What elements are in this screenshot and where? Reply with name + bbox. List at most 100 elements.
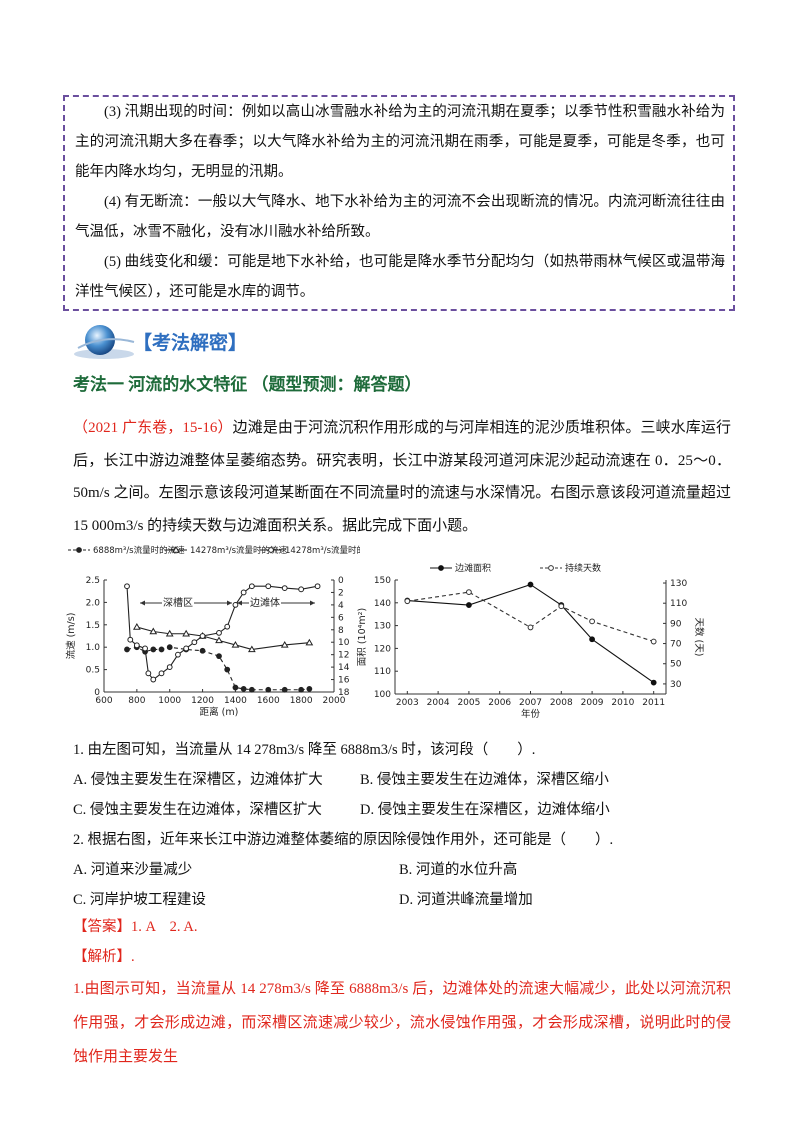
y2-tick-label: 50 [670,660,682,670]
figure-left: 600 800 1000 1200 1400 1600 1800 2000 0 0.5 1.0 1.5… [65,545,360,718]
marker [466,602,472,608]
y-tick-label: 110 [374,667,391,677]
y2-tick-label: 2 [338,588,344,598]
marker [150,646,157,653]
option: C. 河岸护坡工程建设 [73,892,206,908]
x-tick-label: 2011 [642,698,665,708]
paragraph: (5) 曲线变化和缓：可能是地下水补给，也可能是降水季节分配均匀（如热带雨林气候… [75,254,725,300]
section-title: 【考法解密】 [133,333,248,354]
x-axis-title: 年份 [521,708,541,720]
marker [248,686,255,693]
annotation: 边滩体 [250,596,280,609]
x-tick-label: 2005 [457,698,480,708]
x-tick-label: 2006 [488,698,511,708]
y-tick-label: 150 [374,576,391,586]
y-axis-title: 流速 (m/s) [65,613,77,660]
note-text: (3) 汛期出现的时间：例如以高山冰雪融水补给为主的河流汛期在夏季；以季节性积雪… [75,97,725,307]
option: D. 侵蚀主要发生在深槽区，边滩体缩小 [360,802,610,818]
marker [438,565,444,571]
marker [305,638,314,646]
option: B. 侵蚀主要发生在边滩体，深槽区缩小 [360,772,609,788]
figure-right: 2003 2004 2005 2006 2007 2008 2009 2010 2011 100 1… [356,562,705,720]
marker [133,642,140,649]
heading: 考法一 河流的水文特征 （题型预测：解答题） [73,375,422,394]
y2-tick-label: 10 [338,638,350,648]
marker [314,583,321,590]
x-tick-label: 1600 [257,696,280,706]
y-tick-label: 120 [374,644,391,654]
marker [280,640,289,648]
marker [281,686,288,693]
marker [150,676,157,683]
y-tick-label: 0 [94,688,100,698]
arrow-head [237,600,242,606]
marker [232,601,239,608]
marker [558,603,565,610]
paragraph: (4) 有无断流：一般以大气降水、地下水补给为主的河流不会出现断流的情况。内流河… [75,194,725,240]
marker [216,653,222,660]
y2-tick-label: 0 [338,576,344,586]
analysis: 1.由图示可知，当流量从 14 278m3/s 降至 6888m3/s 后，边滩… [73,981,731,1065]
marker [165,629,174,637]
note-box [63,95,735,311]
marker [175,651,181,658]
option: D. 河道洪峰流量增加 [399,892,533,908]
intro: （2021 广东卷，15-16）边滩是由于河流沉积作用形成的与河岸相连的泥沙质堆… [73,412,731,542]
globe-icon [74,325,135,359]
y2-tick-label: 8 [338,626,344,636]
answer-text: 1. A 2. A. [131,919,198,935]
marker [224,666,231,673]
y2-tick-label: 18 [338,688,350,698]
marker [268,547,274,553]
x-tick-label: 2007 [519,698,542,708]
y-tick-label: 2.0 [86,598,101,608]
marker [650,679,657,686]
question: 2. 根据右图，近年来长江中游边滩整体萎缩的原因除侵蚀作用外，还可能是（ ）. [73,832,614,848]
marker [232,684,239,691]
marker [298,686,305,693]
y-tick-label: 0.5 [86,666,100,676]
marker [182,629,191,637]
marker [248,583,255,590]
y2-tick-label: 6 [338,613,344,623]
legend-label: 14278m³/s流量时的流速 [190,545,288,556]
y2-tick-label: 16 [338,676,350,686]
arrow-head [227,600,232,606]
y2-tick-label: 110 [670,599,687,609]
series-line [136,626,310,651]
x-tick-label: 1200 [191,696,214,706]
marker [76,547,82,553]
y2-tick-label: 12 [338,651,349,661]
marker [158,646,165,653]
x-tick-label: 800 [128,696,145,706]
legend-label: 14278m³/s流量时的断面水深 [285,545,360,556]
series-line [407,591,654,643]
x-tick-label: 1400 [224,696,247,706]
y-tick-label: 130 [374,622,391,632]
x-tick-label: 2008 [550,698,573,708]
marker [124,646,130,653]
legend-label: 持续天数 [565,562,601,574]
analysis-label: 【解析】. [73,949,135,965]
marker [199,647,206,654]
marker [306,685,313,692]
marker [191,639,198,646]
x-tick-label: 2003 [396,698,419,708]
y-tick-label: 1.5 [86,621,100,631]
y-axis-title: 面积 (10⁴m²) [356,608,368,666]
marker [298,586,305,593]
marker [132,623,141,630]
y2-tick-label: 90 [670,619,682,629]
marker [548,565,554,571]
arrow-head [140,600,145,606]
marker [265,686,272,693]
marker [127,636,134,643]
x-tick-label: 2004 [427,698,450,708]
y2-tick-label: 14 [338,663,350,673]
arrow-head [310,600,315,606]
x-tick-label: 2009 [581,698,604,708]
marker [281,585,288,591]
marker [166,644,173,651]
marker [149,627,158,635]
option: A. 侵蚀主要发生在深槽区，边滩体扩大 [73,772,323,788]
